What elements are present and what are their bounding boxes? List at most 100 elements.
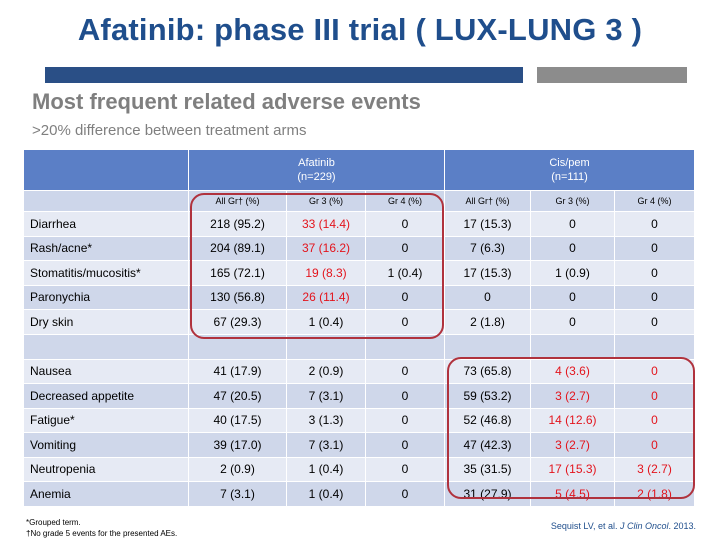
table-cell: 59 (53.2) — [444, 383, 531, 409]
table-cell: 0 — [614, 260, 695, 286]
table-cell: 0 — [614, 284, 695, 310]
table-cell: 7 (6.3) — [444, 235, 531, 261]
table-cell: 14 (12.6) — [530, 407, 615, 433]
table-cell: 0 — [530, 211, 615, 237]
table-cell: 1 (0.4) — [365, 260, 445, 286]
table-row: Nausea 41 (17.9) 2 (0.9) 0 73 (65.8) 4 (3.6) 0 — [23, 358, 695, 384]
arm-n: (n=229) — [297, 171, 336, 183]
table-cell: 0 — [365, 432, 445, 458]
column-header: Gr 3 (%) — [530, 190, 615, 212]
table-cell: 204 (89.1) — [188, 235, 287, 261]
spacer-cell — [444, 333, 531, 360]
column-header: Gr 4 (%) — [365, 190, 445, 212]
table-row: Stomatitis/mucositis* 165 (72.1) 19 (8.3) 1… — [23, 260, 695, 286]
table-cell: 3 (2.7) — [530, 383, 615, 409]
adverse-events-table: Afatinib (n=229) Cis/pem (n=111) All Gr†… — [23, 149, 695, 507]
table-cell: 41 (17.9) — [188, 358, 287, 384]
adverse-event-name: Nausea — [23, 358, 189, 384]
column-header: Gr 4 (%) — [614, 190, 695, 212]
table-body: Diarrhea 218 (95.2) 33 (14.4) 0 17 (15.3) 0 0 R… — [23, 211, 695, 507]
arm-header-row: Afatinib (n=229) Cis/pem (n=111) — [23, 149, 695, 191]
table-row: Vomiting 39 (17.0) 7 (3.1) 0 47 (42.3) 3 (2.7… — [23, 432, 695, 458]
adverse-event-name: Anemia — [23, 481, 189, 507]
table-cell: 4 (3.6) — [530, 358, 615, 384]
spacer-cell — [23, 333, 189, 360]
header-blank-cell — [23, 149, 189, 191]
adverse-event-name: Stomatitis/mucositis* — [23, 260, 189, 286]
table-cell: 0 — [365, 358, 445, 384]
title-accent-bar — [537, 67, 687, 83]
adverse-event-name: Dry skin — [23, 309, 189, 335]
table-cell: 47 (20.5) — [188, 383, 287, 409]
footnote-grouped: *Grouped term. — [26, 518, 81, 527]
table-row: Rash/acne* 204 (89.1) 37 (16.2) 0 7 (6.3) 0 0 — [23, 235, 695, 261]
spacer-cell — [530, 333, 615, 360]
adverse-event-name: Fatigue* — [23, 407, 189, 433]
adverse-event-name: Decreased appetite — [23, 383, 189, 409]
table-cell: 7 (3.1) — [286, 432, 366, 458]
slide-subnote: >20% difference between treatment arms — [32, 122, 307, 139]
table-cell: 0 — [614, 432, 695, 458]
arm-header-afatinib: Afatinib (n=229) — [188, 149, 445, 191]
table-row: Anemia 7 (3.1) 1 (0.4) 0 31 (27.9) 5 (4.5) 2 (… — [23, 481, 695, 507]
table-row: Decreased appetite 47 (20.5) 7 (3.1) 0 59 (5… — [23, 383, 695, 409]
table-cell: 0 — [365, 481, 445, 507]
citation-year: . 2013. — [668, 521, 696, 531]
citation-authors: Sequist LV, et al. — [550, 521, 620, 531]
grade-header-row: All Gr† (%) Gr 3 (%) Gr 4 (%) All Gr† (%… — [23, 190, 695, 212]
table-cell: 0 — [530, 309, 615, 335]
table-row: Paronychia 130 (56.8) 26 (11.4) 0 0 0 0 — [23, 284, 695, 310]
table-cell: 40 (17.5) — [188, 407, 287, 433]
title-underline-bar — [45, 67, 523, 83]
citation: Sequist LV, et al. J Clin Oncol. 2013. — [551, 521, 696, 531]
table-cell: 73 (65.8) — [444, 358, 531, 384]
table-cell: 3 (2.7) — [530, 432, 615, 458]
table-cell: 7 (3.1) — [188, 481, 287, 507]
slide-title: Afatinib: phase III trial ( LUX-LUNG 3 ) — [77, 12, 643, 47]
adverse-event-name: Rash/acne* — [23, 235, 189, 261]
table-cell: 1 (0.4) — [286, 481, 366, 507]
table-cell: 0 — [365, 284, 445, 310]
table-row: Neutropenia 2 (0.9) 1 (0.4) 0 35 (31.5) 17 (1… — [23, 456, 695, 482]
column-header: Gr 3 (%) — [286, 190, 366, 212]
table-row: Diarrhea 218 (95.2) 33 (14.4) 0 17 (15.3) 0 0 — [23, 211, 695, 237]
spacer-cell — [614, 333, 695, 360]
table-cell: 2 (0.9) — [188, 456, 287, 482]
table-cell: 0 — [365, 456, 445, 482]
table-cell: 3 (2.7) — [614, 456, 695, 482]
arm-name: Afatinib — [298, 157, 335, 169]
table-cell: 0 — [614, 383, 695, 409]
table-cell: 218 (95.2) — [188, 211, 287, 237]
table-cell: 19 (8.3) — [286, 260, 366, 286]
table-cell: 7 (3.1) — [286, 383, 366, 409]
adverse-event-name: Neutropenia — [23, 456, 189, 482]
table-cell: 37 (16.2) — [286, 235, 366, 261]
highlight-outline-afatinib — [190, 193, 444, 339]
table-cell: 17 (15.3) — [444, 260, 531, 286]
table-cell: 0 — [614, 235, 695, 261]
table-cell: 2 (0.9) — [286, 358, 366, 384]
slide-subtitle: Most frequent related adverse events — [32, 89, 421, 114]
column-header: All Gr† (%) — [444, 190, 531, 212]
table-cell: 2 (1.8) — [444, 309, 531, 335]
column-header: All Gr† (%) — [188, 190, 287, 212]
footnote-grade5: †No grade 5 events for the presented AEs… — [26, 529, 178, 538]
highlight-outline-cispem — [447, 357, 695, 499]
table-cell: 52 (46.8) — [444, 407, 531, 433]
table-cell: 0 — [614, 211, 695, 237]
table-cell: 35 (31.5) — [444, 456, 531, 482]
table-cell: 0 — [365, 407, 445, 433]
table-cell: 0 — [444, 284, 531, 310]
table-cell: 165 (72.1) — [188, 260, 287, 286]
table-cell: 17 (15.3) — [444, 211, 531, 237]
table-cell: 1 (0.9) — [530, 260, 615, 286]
table-cell: 0 — [530, 284, 615, 310]
table-cell: 5 (4.5) — [530, 481, 615, 507]
table-cell: 0 — [365, 211, 445, 237]
adverse-event-name: Diarrhea — [23, 211, 189, 237]
arm-name: Cis/pem — [549, 157, 590, 169]
table-cell: 0 — [365, 383, 445, 409]
table-cell: 0 — [614, 309, 695, 335]
adverse-event-name: Paronychia — [23, 284, 189, 310]
adverse-event-name: Vomiting — [23, 432, 189, 458]
